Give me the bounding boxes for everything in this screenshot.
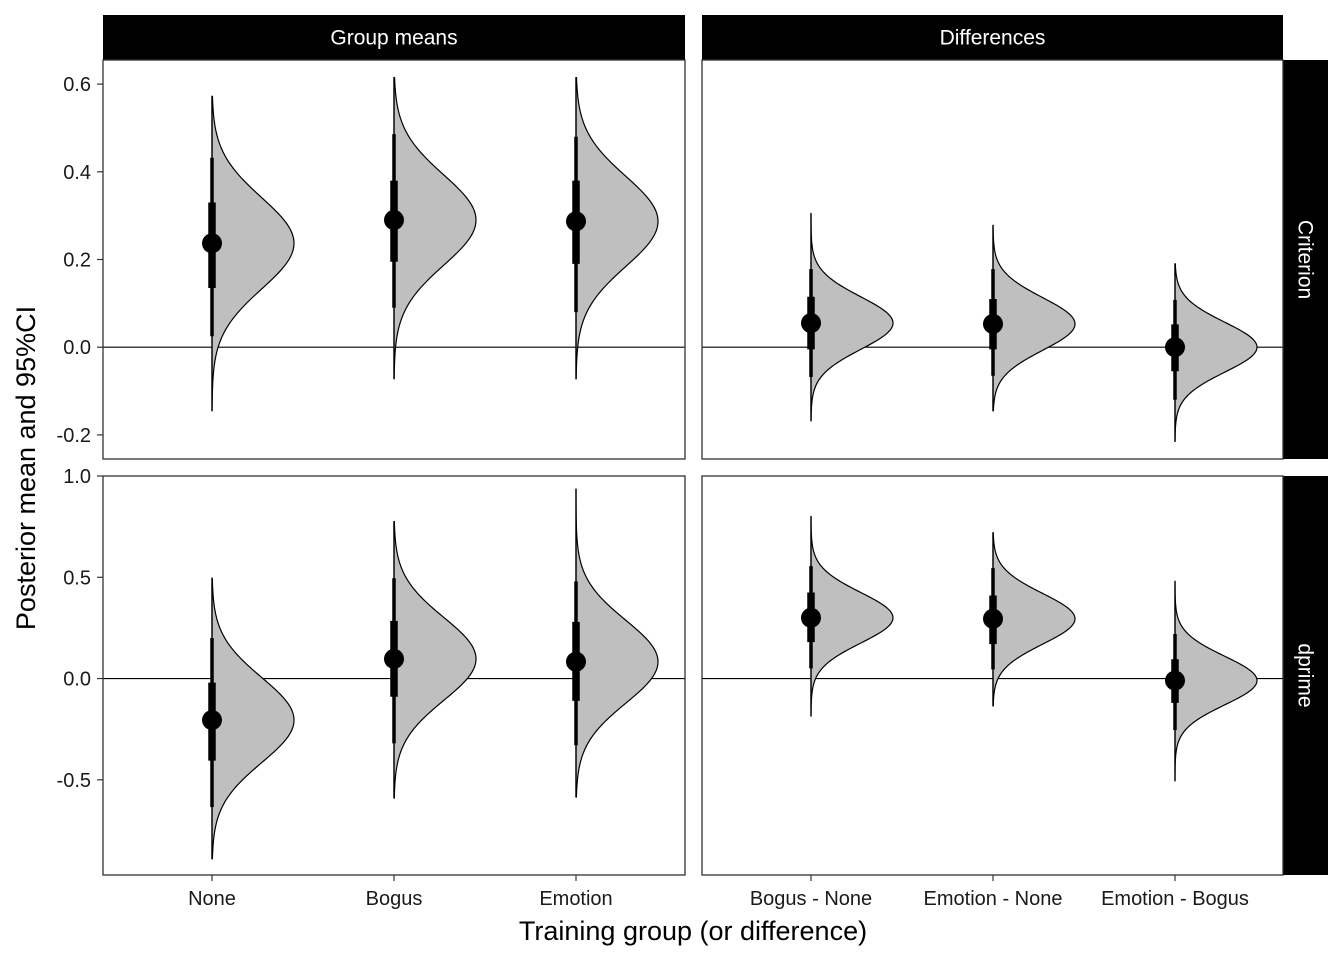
- y-axis-title: Posterior mean and 95%CI: [11, 306, 41, 630]
- density-bogus-none: [810, 212, 894, 422]
- y-tick-label: 0.5: [63, 567, 91, 589]
- y-tick-label: 0.0: [63, 669, 91, 691]
- panel-border: [102, 475, 686, 876]
- panel-border: [102, 59, 686, 460]
- row-strip-dprime: [1283, 476, 1328, 875]
- panel-criterion-group-means: [102, 59, 686, 460]
- y-tick-label: 0.6: [63, 74, 91, 96]
- panel-border: [701, 59, 1284, 460]
- column-strip-differences: [702, 15, 1283, 60]
- x-tick-label-bogus-none: Bogus - None: [750, 888, 872, 910]
- x-tick-label-emotion-none: Emotion - None: [924, 888, 1063, 910]
- mean-point-emotion-bogus: [1165, 337, 1185, 358]
- panel-dprime-group-means: [102, 475, 686, 876]
- y-tick-label: 1.0: [63, 466, 91, 488]
- y-tick-label: 0.4: [63, 162, 91, 184]
- x-axis-title: Training group (or difference): [519, 916, 867, 946]
- panel-border: [701, 475, 1284, 876]
- density-emotion-none: [992, 224, 1076, 412]
- mean-point-bogus: [384, 210, 404, 231]
- density-none: [211, 95, 295, 412]
- x-tick-label-emotion: Emotion: [539, 888, 612, 910]
- column-strip-group-means: [103, 15, 685, 60]
- mean-point-emotion-none: [983, 313, 1003, 334]
- column-strip-label: Differences: [940, 27, 1046, 50]
- row-strip-label: Criterion: [1294, 220, 1317, 299]
- density-emotion: [575, 76, 659, 380]
- y-tick-label: -0.5: [57, 770, 91, 792]
- density-bogus: [393, 520, 477, 799]
- mean-point-none: [202, 710, 222, 731]
- column-strip-label: Group means: [330, 27, 457, 50]
- density-emotion-none: [992, 532, 1076, 707]
- density-emotion: [575, 488, 659, 798]
- density-bogus: [393, 76, 477, 380]
- y-tick-label: 0.2: [63, 250, 91, 272]
- density-bogus-none: [810, 515, 894, 717]
- mean-point-bogus-none: [801, 607, 821, 628]
- mean-point-emotion-none: [983, 608, 1003, 629]
- mean-point-none: [202, 233, 222, 254]
- mean-point-bogus: [384, 648, 404, 669]
- y-tick-label: 0.0: [63, 337, 91, 359]
- panel-dprime-differences: [701, 475, 1284, 876]
- x-tick-label-none: None: [188, 888, 236, 910]
- y-tick-label: -0.2: [57, 425, 91, 447]
- mean-point-emotion-bogus: [1165, 670, 1185, 691]
- mean-point-bogus-none: [801, 313, 821, 334]
- density-emotion-bogus: [1174, 580, 1258, 782]
- panel-criterion-differences: [701, 59, 1284, 460]
- density-emotion-bogus: [1174, 263, 1258, 443]
- mean-point-emotion: [566, 651, 586, 672]
- row-strip-label: dprime: [1294, 643, 1317, 707]
- x-tick-label-emotion-bogus: Emotion - Bogus: [1101, 888, 1249, 910]
- row-strip-criterion: [1283, 60, 1328, 459]
- x-tick-label-bogus: Bogus: [366, 888, 423, 910]
- density-none: [211, 577, 295, 860]
- mean-point-emotion: [566, 211, 586, 232]
